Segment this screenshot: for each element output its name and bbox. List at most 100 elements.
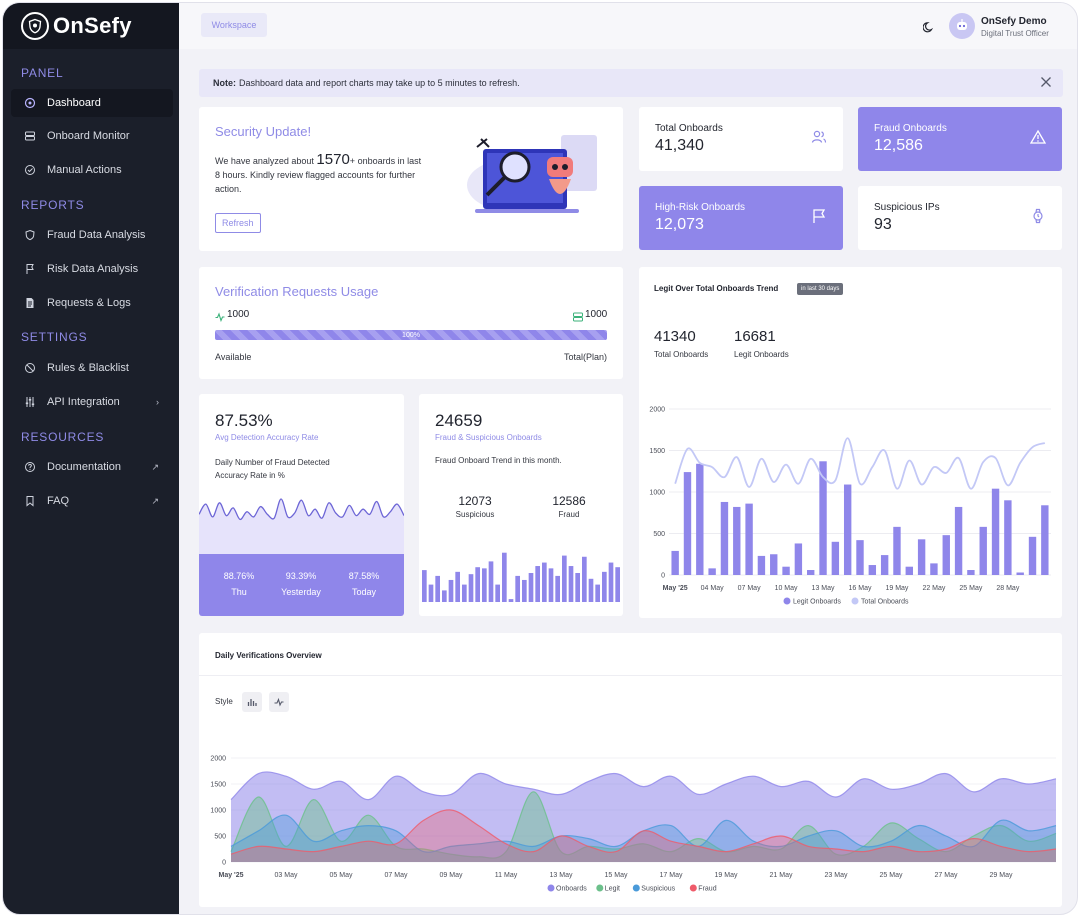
fraud-trend-bar — [435, 575, 440, 602]
line-style-button[interactable] — [269, 692, 289, 712]
section-settings: SETTINGS — [21, 330, 88, 344]
security-title: Security Update! — [215, 124, 312, 139]
fraud-trend-bar — [555, 575, 560, 602]
stat-label: High-Risk Onboards — [655, 202, 746, 213]
fraud-trend-bar — [422, 570, 427, 602]
security-message: We have analyzed about 1570+ onboards in… — [215, 152, 445, 196]
accuracy-desc: Daily Number of Fraud Detected Accuracy … — [215, 456, 330, 482]
bar-style-button[interactable] — [242, 692, 262, 712]
trend-bar — [794, 543, 803, 575]
sidebar-item-faq[interactable]: FAQ ↗ — [11, 487, 173, 515]
trend-bar — [696, 463, 704, 575]
trend-bar — [708, 568, 716, 575]
server-icon — [573, 309, 583, 327]
stat-value: 93 — [874, 216, 892, 233]
section-panel: PANEL — [21, 66, 64, 80]
security-line2: 8 hours. Kindly review flagged accounts … — [215, 170, 416, 180]
server-icon — [23, 129, 37, 143]
sidebar-item-documentation[interactable]: Documentation ↗ — [11, 453, 173, 481]
high-risk-onboards-card[interactable]: High-Risk Onboards 12,073 — [639, 186, 843, 250]
fraud-trend-bar — [462, 584, 467, 602]
line-onboards — [230, 771, 1057, 801]
shield-icon — [23, 228, 37, 242]
x-tick-label: 13 May — [550, 872, 573, 879]
sidebar-item-requests-logs[interactable]: Requests & Logs — [11, 289, 173, 317]
y-tick-label: 2000 — [210, 756, 226, 763]
fraud-trend-bar — [475, 567, 480, 602]
x-tick-label: 07 May — [385, 872, 408, 879]
warning-icon — [1029, 129, 1047, 150]
avatar[interactable] — [949, 13, 975, 39]
trend-bar — [1028, 536, 1037, 575]
external-link-icon: ↗ — [151, 495, 159, 506]
fraud-trend-bar — [582, 556, 587, 602]
brand[interactable]: OnSefy — [3, 3, 179, 49]
fraud-trend-bar — [602, 571, 607, 602]
total-onboards-card[interactable]: Total Onboards 41,340 — [639, 107, 843, 171]
daily-verifications-card: Daily Verifications Overview Style 0 500 1… — [199, 633, 1062, 907]
x-tick-label: 22 May — [922, 585, 945, 592]
x-tick-label: 15 May — [605, 872, 628, 879]
stat-value: 41,340 — [655, 137, 704, 154]
trend-bar — [1041, 505, 1049, 575]
trend-bar — [733, 506, 741, 575]
document-icon — [23, 296, 37, 310]
section-resources: RESOURCES — [21, 430, 105, 444]
fraud-trend-bar — [515, 575, 520, 602]
y-tick-label: 1000 — [210, 808, 226, 815]
close-icon[interactable] — [1039, 75, 1053, 91]
suspicious-ips-card[interactable]: Suspicious IPs 93 — [858, 186, 1062, 250]
fs-desc: Fraud Onboard Trend in this month. — [435, 456, 562, 465]
x-tick-label: 05 May — [330, 872, 353, 879]
fraud-trend-bar — [455, 571, 460, 602]
day-value: 93.39% — [285, 571, 317, 581]
fraud-onboards-card[interactable]: Fraud Onboards 12,586 — [858, 107, 1062, 171]
stat-label: Fraud Onboards — [874, 123, 947, 134]
ban-icon — [23, 361, 37, 375]
note-text: Dashboard data and report charts may tak… — [239, 78, 520, 88]
sidebar-item-api-integration[interactable]: API Integration › — [11, 388, 173, 416]
security-line3: action. — [215, 184, 242, 194]
trend-bar — [720, 501, 729, 575]
trend-badge: in last 30 days — [797, 283, 844, 295]
trend-bar — [1016, 572, 1024, 575]
legend-swatch — [547, 884, 555, 892]
accuracy-desc2: Accuracy Rate in % — [215, 471, 285, 480]
bookmark-icon — [23, 494, 37, 508]
stat-label: Total Onboards — [655, 123, 723, 134]
note-label: Note: — [213, 78, 236, 88]
fraud-trend-bar — [608, 562, 614, 602]
x-tick-label: 16 May — [849, 585, 872, 592]
user-name[interactable]: OnSefy Demo — [981, 16, 1047, 27]
fs-item-value: 12586 — [552, 494, 586, 508]
available-label: Available — [215, 352, 252, 362]
watch-icon — [1030, 208, 1046, 229]
sidebar-item-rules-blacklist[interactable]: Rules & Blacklist — [11, 354, 173, 382]
sidebar-item-risk-data-analysis[interactable]: Risk Data Analysis — [11, 255, 173, 283]
workspace-button[interactable]: Workspace — [201, 13, 267, 37]
moon-icon[interactable] — [922, 20, 935, 38]
total-plan-label: Total(Plan) — [563, 352, 607, 362]
available-value: 1000 — [227, 309, 250, 320]
trend-bar — [917, 539, 926, 575]
legend-swatch — [689, 884, 697, 892]
area-onboards — [231, 771, 1056, 862]
x-tick-label: 19 May — [715, 872, 738, 879]
line-chart-icon — [274, 697, 284, 707]
trend-bar — [868, 565, 877, 575]
sidebar-item-label: Fraud Data Analysis — [47, 229, 146, 241]
sidebar-item-fraud-data-analysis[interactable]: Fraud Data Analysis — [11, 221, 173, 249]
fraud-trend-bar — [488, 561, 494, 602]
sidebar-item-onboard-monitor[interactable]: Onboard Monitor — [11, 122, 173, 150]
accuracy-desc1: Daily Number of Fraud Detected — [215, 458, 330, 467]
sidebar-item-manual-actions[interactable]: Manual Actions — [11, 156, 173, 184]
total-value: 1000 — [585, 309, 608, 320]
x-tick-label: 25 May — [880, 872, 903, 879]
sidebar-item-label: Rules & Blacklist — [47, 362, 129, 374]
legend-label: Onboards — [556, 886, 587, 893]
sidebar-item-dashboard[interactable]: Dashboard — [11, 89, 173, 117]
usage-progress-label: 100% — [402, 331, 420, 339]
refresh-button[interactable]: Refresh — [215, 213, 261, 233]
legit-trend-card: Legit Over Total Onboards Trend in last … — [639, 267, 1062, 618]
